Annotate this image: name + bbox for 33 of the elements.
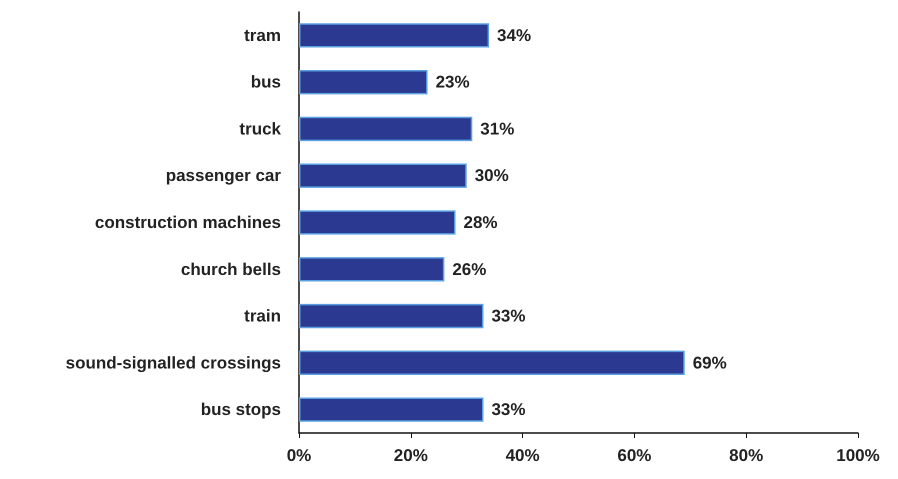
x-tick-label: 0% — [286, 446, 312, 465]
data-label: 30% — [474, 166, 509, 186]
y-tick-label: passenger car — [166, 166, 282, 186]
bar — [299, 210, 456, 235]
bar — [299, 257, 444, 282]
data-label: 33% — [491, 400, 526, 420]
y-tick-label: tram — [244, 26, 281, 45]
data-label: 26% — [452, 260, 486, 279]
bar — [299, 304, 484, 328]
data-label: 33% — [491, 306, 526, 326]
x-tick-label: 20% — [394, 446, 428, 465]
y-tick-label: bus — [250, 72, 281, 92]
y-tick-label: truck — [239, 119, 282, 138]
y-tick-label: bus stops — [200, 400, 281, 420]
x-tick-label: 40% — [506, 446, 540, 465]
y-tick-label: construction machines — [94, 213, 281, 232]
data-label: 28% — [464, 213, 498, 232]
bar — [299, 350, 685, 375]
x-tick-label: 80% — [729, 446, 764, 465]
bar — [299, 70, 428, 94]
bar — [299, 116, 472, 142]
data-label: 23% — [436, 72, 470, 92]
y-tick-label: church bells — [180, 260, 281, 279]
y-tick-label: train — [244, 306, 281, 326]
bar — [299, 23, 490, 48]
data-label: 34% — [497, 26, 532, 45]
bar — [299, 397, 484, 422]
y-tick-label: sound-signalled crossings — [66, 353, 281, 372]
x-tick-label: 100% — [836, 446, 880, 465]
bar — [299, 164, 467, 188]
x-tick-label: 60% — [617, 446, 652, 465]
data-label: 69% — [692, 353, 727, 372]
data-label: 31% — [480, 119, 514, 138]
